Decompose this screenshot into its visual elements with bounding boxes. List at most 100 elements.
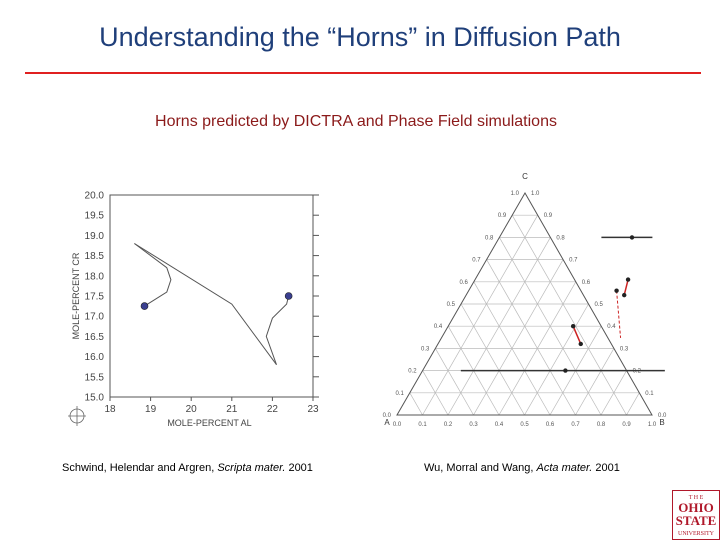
right-figure-caption: Wu, Morral and Wang, Acta mater. 2001	[424, 462, 620, 474]
left-tick-label: 0.3	[421, 346, 430, 352]
logo-svg: T H E OHIO STATE UNIVERSITY	[672, 490, 720, 540]
ternary-svg: 0.0 0.1 0.2 0.3 0.4 0.5 0.6 0.7 0.8 0.9 1.0 1.0 0.9 0…	[383, 172, 667, 428]
left-tick-label: 0.0	[383, 413, 392, 419]
x-tick-label: 18	[104, 404, 116, 415]
end-point-marker	[140, 302, 149, 310]
left-figure-caption: Schwind, Helendar and Argren, Scripta ma…	[62, 462, 313, 474]
y-tick-label: 16.5	[85, 332, 105, 343]
x-tick-label: 19	[145, 404, 157, 415]
diffusion-path-line	[265, 295, 290, 365]
x-tick-label: 20	[186, 404, 198, 415]
y-tick-label: 18.0	[85, 271, 105, 282]
bottom-tick-label: 0.0	[393, 422, 402, 428]
ternary-grid-line	[409, 392, 423, 416]
right-tick-label: 0.4	[607, 324, 616, 330]
bottom-tick-label: 0.9	[622, 422, 631, 428]
left-tick-label: 0.9	[498, 213, 507, 219]
ternary-grid-line	[473, 259, 564, 416]
composition-point	[570, 324, 576, 329]
ternary-grid-line	[524, 303, 589, 416]
bottom-tick-label: 0.5	[520, 422, 529, 428]
right-tick-label: 0.8	[556, 235, 565, 241]
path-horn-upper	[623, 279, 629, 296]
composition-point	[625, 277, 631, 282]
vertex-label-left: A	[384, 418, 390, 427]
ternary-grid-line	[460, 303, 525, 416]
left-tick-label: 0.5	[447, 302, 456, 308]
y-tick-label: 18.5	[85, 251, 105, 262]
left-tick-label: 0.4	[434, 324, 443, 330]
right-tick-label: 0.6	[582, 280, 591, 286]
ternary-grid-line	[575, 348, 615, 416]
caption-journal: Acta mater.	[536, 462, 593, 474]
ternary-grid-line	[486, 259, 576, 416]
right-tick-label: 1.0	[531, 191, 540, 197]
logo-ohio: OHIO	[678, 500, 713, 515]
cr-al-diffusion-chart: 15.0 15.5 16.0 16.5 17.0 17.5 18.0 18.5 19.0 19.5…	[55, 180, 330, 435]
y-tick-label: 17.5	[85, 292, 105, 303]
caption-year: 2001	[285, 462, 313, 474]
bottom-tick-label: 0.8	[597, 422, 606, 428]
right-tick-label: 0.7	[569, 258, 578, 264]
caption-journal: Scripta mater.	[217, 462, 286, 474]
diffusion-path-line	[134, 243, 277, 365]
ternary-grid-line	[422, 370, 449, 416]
caption-year: 2001	[592, 462, 620, 474]
composition-point	[563, 368, 568, 373]
right-tick-label: 0.5	[595, 302, 604, 308]
x-tick-label: 21	[226, 404, 238, 415]
y-tick-label: 19.0	[85, 231, 105, 242]
right-tick-label: 0.9	[544, 213, 553, 219]
x-tick-label: 23	[307, 404, 319, 415]
plot-frame	[109, 194, 314, 398]
ternary-grid-line	[626, 392, 640, 416]
logo-the: T H E	[689, 495, 704, 501]
bottom-tick-label: 0.4	[495, 422, 504, 428]
x-tick-label: 22	[267, 404, 279, 415]
left-tick-label: 0.8	[485, 235, 494, 241]
ternary-outline	[396, 191, 653, 416]
logo-university: UNIVERSITY	[678, 531, 715, 537]
left-tick-label: 0.6	[459, 280, 468, 286]
bottom-tick-label: 0.7	[571, 422, 580, 428]
bottom-tick-label: 0.6	[546, 422, 555, 428]
y-tick-label: 15.0	[85, 393, 105, 404]
title-divider	[25, 72, 701, 74]
vertex-label-top: C	[522, 172, 528, 181]
diffusion-path-line	[134, 243, 172, 307]
cr-al-chart-svg: 15.0 15.5 16.0 16.5 17.0 17.5 18.0 18.5 19.0 19.5…	[68, 191, 319, 428]
caption-authors: Wu, Morral and Wang,	[424, 462, 537, 474]
y-tick-label: 16.0	[85, 352, 105, 363]
left-tick-label: 0.7	[472, 258, 481, 264]
ohio-state-logo: T H E OHIO STATE UNIVERSITY	[672, 490, 720, 540]
bottom-tick-label: 0.3	[469, 422, 478, 428]
path-horn-lower	[572, 325, 582, 345]
x-axis-label: MOLE-PERCENT AL	[167, 418, 251, 428]
y-tick-label: 15.5	[85, 372, 105, 383]
composition-point	[622, 292, 627, 298]
vertex-label-right: B	[659, 418, 664, 427]
y-tick-label: 20.0	[85, 191, 105, 202]
right-tick-label: 0.2	[633, 369, 642, 375]
composition-point	[578, 341, 583, 347]
composition-point	[629, 235, 635, 240]
slide-title: Understanding the “Horns” in Diffusion P…	[99, 22, 621, 52]
y-axis-label: MOLE-PERCENT CR	[71, 252, 81, 339]
ternary-grid-line	[473, 281, 551, 416]
right-tick-label: 0.3	[620, 346, 629, 352]
bottom-tick-label: 0.2	[444, 422, 453, 428]
ternary-grid-line	[499, 237, 602, 416]
left-tick-label: 1.0	[511, 191, 520, 197]
left-tick-label: 0.2	[408, 369, 417, 375]
bottom-tick-label: 0.1	[418, 422, 427, 428]
right-tick-label: 0.0	[658, 413, 667, 419]
y-tick-label: 17.0	[85, 312, 105, 323]
ternary-grid-line	[435, 348, 474, 416]
right-tick-label: 0.1	[645, 391, 654, 397]
path-connector-dashed	[616, 290, 622, 339]
y-tick-label: 19.5	[85, 211, 105, 222]
slide-subtitle: Horns predicted by DICTRA and Phase Fiel…	[155, 113, 557, 130]
ternary-diagram: 0.0 0.1 0.2 0.3 0.4 0.5 0.6 0.7 0.8 0.9 1.0 1.0 0.9 0…	[375, 165, 680, 435]
ternary-grid-line	[511, 215, 627, 416]
bottom-tick-label: 1.0	[648, 422, 657, 428]
